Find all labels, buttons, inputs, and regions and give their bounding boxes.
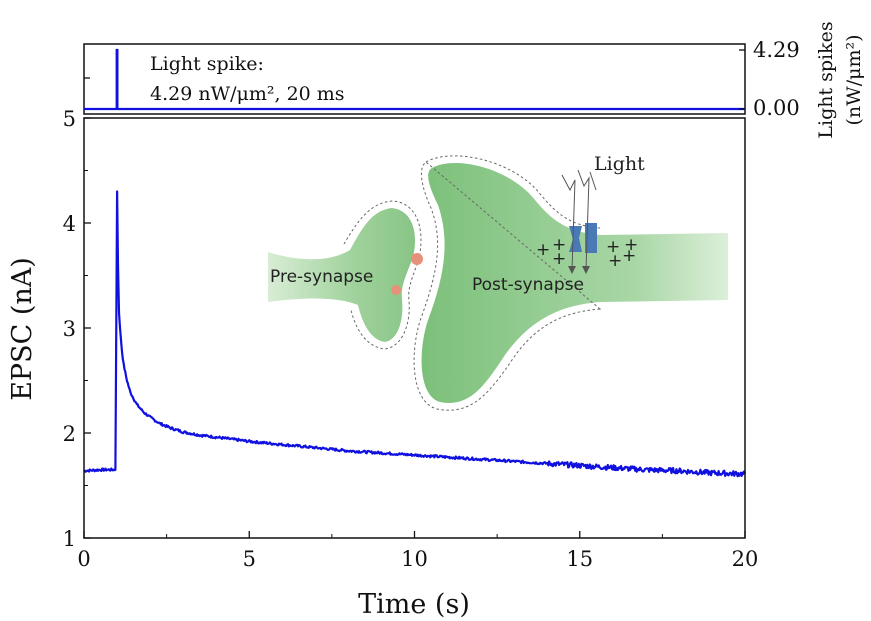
main-panel: Light Pre-synapse Post-synapse + + + + +… <box>7 107 758 620</box>
arrowhead-2 <box>582 266 590 274</box>
plus-sign-2: + <box>552 235 566 255</box>
vesicle-top <box>411 253 423 265</box>
light-spike-annotation-line2: 4.29 nW/μm², 20 ms <box>150 83 345 105</box>
y-tick-label-0: 1 <box>63 527 76 551</box>
pre-synapse-shape <box>268 208 416 342</box>
light-ray-1 <box>561 174 576 271</box>
y-tick-label-4: 5 <box>63 107 76 131</box>
y-tick-label-3: 4 <box>63 212 76 236</box>
plus-sign-1: + <box>536 240 550 260</box>
top-ytick-low: 0.00 <box>753 96 800 120</box>
x-axis-title: Time (s) <box>358 589 470 620</box>
y-tick-label-2: 3 <box>63 317 76 341</box>
label-post-synapse: Post-synapse <box>472 275 584 295</box>
y-tick-label-1: 2 <box>63 422 76 446</box>
plus-sign-5: + <box>624 235 638 255</box>
plus-sign-4: + <box>606 237 620 257</box>
vesicle-bottom <box>391 285 401 295</box>
top-panel-frame <box>83 43 746 115</box>
post-synapse-shape <box>421 163 728 403</box>
pre-synapse-outline <box>343 200 422 350</box>
x-tick-label-1: 5 <box>243 547 256 571</box>
light-ray-3 <box>589 171 597 191</box>
x-tick-label-3: 15 <box>566 547 593 571</box>
plus-sign-6: + <box>608 251 622 271</box>
top-ytick-high: 4.29 <box>753 38 800 62</box>
y-axis-title: EPSC (nA) <box>7 257 38 401</box>
label-light: Light <box>594 153 645 175</box>
top-panel: Light spike: 4.29 nW/μm², 20 ms 4.29 0.0… <box>83 21 865 139</box>
label-pre-synapse: Pre-synapse <box>270 267 373 287</box>
light-spike-line <box>84 48 745 111</box>
top-ylabel-line1: Light spikes <box>815 21 837 138</box>
main-panel-frame <box>83 117 746 539</box>
ion-channel-left <box>569 226 582 252</box>
top-ylabel-line2: (nW/μm²) <box>843 35 865 126</box>
light-ray-2 <box>577 169 590 271</box>
main-axis-ticks: 0 5 10 15 20 1 2 3 4 5 <box>63 107 759 571</box>
plus-sign-7: + <box>622 246 636 266</box>
arrowhead-1 <box>568 266 576 274</box>
x-tick-label-0: 0 <box>77 547 90 571</box>
epsc-line <box>83 190 747 478</box>
plus-sign-3: + <box>552 249 566 269</box>
ion-channel-right <box>585 223 597 253</box>
light-spike-annotation-line1: Light spike: <box>150 53 264 75</box>
x-tick-label-4: 20 <box>732 547 759 571</box>
x-tick-label-2: 10 <box>401 547 428 571</box>
synapse-diagram: Light Pre-synapse Post-synapse + + + + +… <box>268 153 728 411</box>
